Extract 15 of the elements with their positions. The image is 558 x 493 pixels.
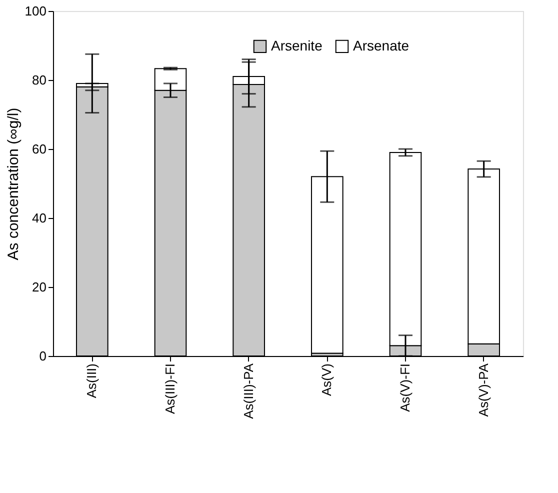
legend-label: Arsenate (353, 37, 410, 54)
x-tick-label: As(V)-FI (398, 364, 412, 412)
y-tick-label: 0 (39, 348, 46, 364)
y-tick-label: 100 (24, 4, 46, 18)
y-tick-label: 40 (32, 210, 46, 226)
y-tick-label: 20 (32, 280, 46, 294)
x-tick-label: As(V)-PA (476, 363, 491, 417)
x-tick-label: As(III) (84, 364, 100, 398)
legend-label: Arsenite (271, 37, 323, 54)
x-tick-label: As(III)-FI (162, 364, 178, 414)
x-tick-label: As(III)-PA (240, 363, 256, 419)
x-tick-label: As(V) (319, 364, 334, 396)
y-tick-label: 80 (32, 72, 46, 88)
y-axis-title: As concentration (∞g/l) (4, 108, 22, 260)
y-tick-label: 60 (32, 142, 46, 156)
